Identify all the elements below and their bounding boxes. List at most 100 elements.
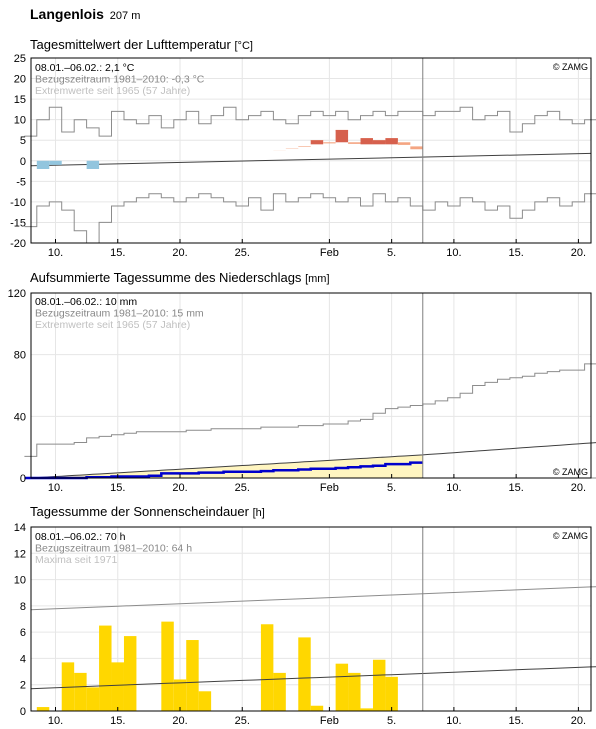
- sunshine-bar: [186, 640, 199, 711]
- sunshine-bar: [198, 691, 212, 711]
- sunshine-unit: [h]: [252, 507, 265, 519]
- sunshine-y-tick: 14: [14, 522, 26, 534]
- precipitation-x-tick: Feb: [320, 482, 339, 494]
- sunshine-bar: [385, 676, 398, 711]
- sunshine-bar: [86, 687, 100, 711]
- sunshine-bar: [372, 659, 386, 711]
- sunshine-bar: [360, 708, 373, 711]
- precipitation-actual-line: [24, 461, 423, 480]
- temperature-unit: [°C]: [234, 40, 253, 52]
- sunshine-x-tick: 15.: [509, 715, 524, 727]
- temperature-y-tick: 25: [14, 53, 26, 65]
- precipitation-x-tick: 10.: [446, 482, 461, 494]
- sunshine-y-tick: 2: [20, 680, 26, 692]
- precipitation-y-tick: 0: [20, 473, 26, 485]
- temperature-y-tick: 10: [14, 115, 26, 127]
- temperature-bar-high: [385, 138, 398, 145]
- precipitation-x-tick: 10.: [48, 482, 63, 494]
- precipitation-info-1: 08.01.–06.02.: 10 mm: [35, 296, 137, 308]
- sunshine-max-line: [30, 586, 596, 611]
- precipitation-chart: [24, 292, 596, 480]
- sunshine-bar: [260, 624, 274, 711]
- sunshine-y-tick: 4: [20, 653, 26, 665]
- precipitation-x-tick: 15.: [110, 482, 125, 494]
- precipitation-x-tick: 20.: [172, 482, 187, 494]
- temperature-y-tick: 15: [14, 94, 26, 106]
- precipitation-y-tick: 80: [14, 350, 26, 362]
- sunshine-bar: [335, 663, 349, 711]
- temperature-info-1: 08.01.–06.02.: 2,1 °C: [35, 62, 135, 74]
- sunshine-bar: [173, 679, 187, 711]
- temperature-x-tick: 15.: [509, 247, 524, 259]
- temperature-x-tick: 25.: [235, 247, 250, 259]
- temperature-max-line: [24, 106, 596, 137]
- sunshine-info-3: Maxima seit 1971: [35, 554, 117, 566]
- precipitation-x-tick: 15.: [509, 482, 524, 494]
- sunshine-y-tick: 0: [20, 706, 26, 718]
- precipitation-unit: [mm]: [305, 273, 330, 285]
- sunshine-bar: [74, 672, 87, 711]
- temperature-title-text: Tagesmittelwert der Lufttemperatur: [30, 37, 231, 52]
- temperature-bar: [410, 146, 423, 150]
- sunshine-chart: [30, 526, 596, 712]
- sunshine-y-tick: 10: [14, 575, 26, 587]
- temperature-y-tick: -15: [10, 217, 26, 229]
- temperature-x-tick: 20.: [172, 247, 187, 259]
- sunshine-x-tick: Feb: [320, 715, 339, 727]
- chart-title-precipitation: Aufsummierte Tagessumme des Niederschlag…: [30, 270, 330, 285]
- sunshine-x-tick: 15.: [110, 715, 125, 727]
- sunshine-bar: [310, 705, 324, 711]
- precipitation-x-tick: 5.: [387, 482, 396, 494]
- temperature-bar-cold: [86, 160, 100, 169]
- precipitation-frame: [30, 292, 592, 479]
- precipitation-x-tick: 20.: [571, 482, 586, 494]
- precipitation-title-text: Aufsummierte Tagessumme des Niederschlag…: [30, 270, 302, 285]
- sunshine-bar: [161, 621, 174, 711]
- sunshine-bar: [123, 636, 137, 711]
- temperature-y-tick: -10: [10, 197, 26, 209]
- temperature-bar-cold: [36, 160, 50, 169]
- sunshine-bar: [99, 625, 112, 711]
- temperature-y-tick: -5: [16, 176, 26, 188]
- sunshine-title-text: Tagessumme der Sonnenscheindauer: [30, 504, 249, 519]
- sunshine-info-1: 08.01.–06.02.: 70 h: [35, 531, 126, 543]
- temperature-chart: [24, 57, 596, 244]
- chart-title-temperature: Tagesmittelwert der Lufttemperatur [°C]: [30, 37, 253, 52]
- precipitation-info-3: Extremwerte seit 1965 (57 Jahre): [35, 319, 190, 331]
- temperature-x-tick: Feb: [320, 247, 339, 259]
- temperature-bar-high: [360, 138, 373, 145]
- temperature-bar-high: [335, 129, 349, 143]
- temperature-x-tick: 5.: [387, 247, 396, 259]
- temperature-normal-line: [30, 152, 592, 167]
- sunshine-x-tick: 20.: [172, 715, 187, 727]
- temperature-bar-high: [310, 140, 324, 145]
- sunshine-info-2: Bezugszeitraum 1981–2010: 64 h: [35, 543, 192, 555]
- temperature-min-line: [24, 193, 596, 244]
- temperature-y-tick: 0: [20, 156, 26, 168]
- temperature-info-2: Bezugszeitraum 1981–2010: -0,3 °C: [35, 74, 205, 86]
- precipitation-info-2: Bezugszeitraum 1981–2010: 15 mm: [35, 308, 204, 320]
- temperature-x-tick: 20.: [571, 247, 586, 259]
- sunshine-y-tick: 12: [14, 548, 26, 560]
- station-elevation: 207 m: [109, 10, 141, 22]
- temperature-bar: [348, 142, 361, 144]
- sunshine-bar: [36, 707, 50, 711]
- sunshine-y-tick: 8: [20, 601, 26, 613]
- sunshine-normal-line: [30, 666, 596, 690]
- station-header: Langenlois 207 m: [30, 6, 140, 22]
- temperature-info-3: Extremwerte seit 1965 (57 Jahre): [35, 85, 190, 97]
- sunshine-frame: [30, 526, 592, 712]
- temperature-x-tick: 10.: [48, 247, 63, 259]
- precipitation-y-tick: 40: [14, 411, 26, 423]
- temperature-y-tick: -20: [10, 238, 26, 250]
- sunshine-x-tick: 5.: [387, 715, 396, 727]
- sunshine-x-tick: 20.: [571, 715, 586, 727]
- temperature-bar: [298, 146, 311, 147]
- temperature-x-tick: 15.: [110, 247, 125, 259]
- sunshine-x-tick: 25.: [235, 715, 250, 727]
- temperature-bar-high: [372, 140, 386, 145]
- sunshine-x-tick: 10.: [446, 715, 461, 727]
- precipitation-normal-line: [30, 442, 596, 479]
- chart-title-sunshine: Tagessumme der Sonnenscheindauer [h]: [30, 504, 265, 519]
